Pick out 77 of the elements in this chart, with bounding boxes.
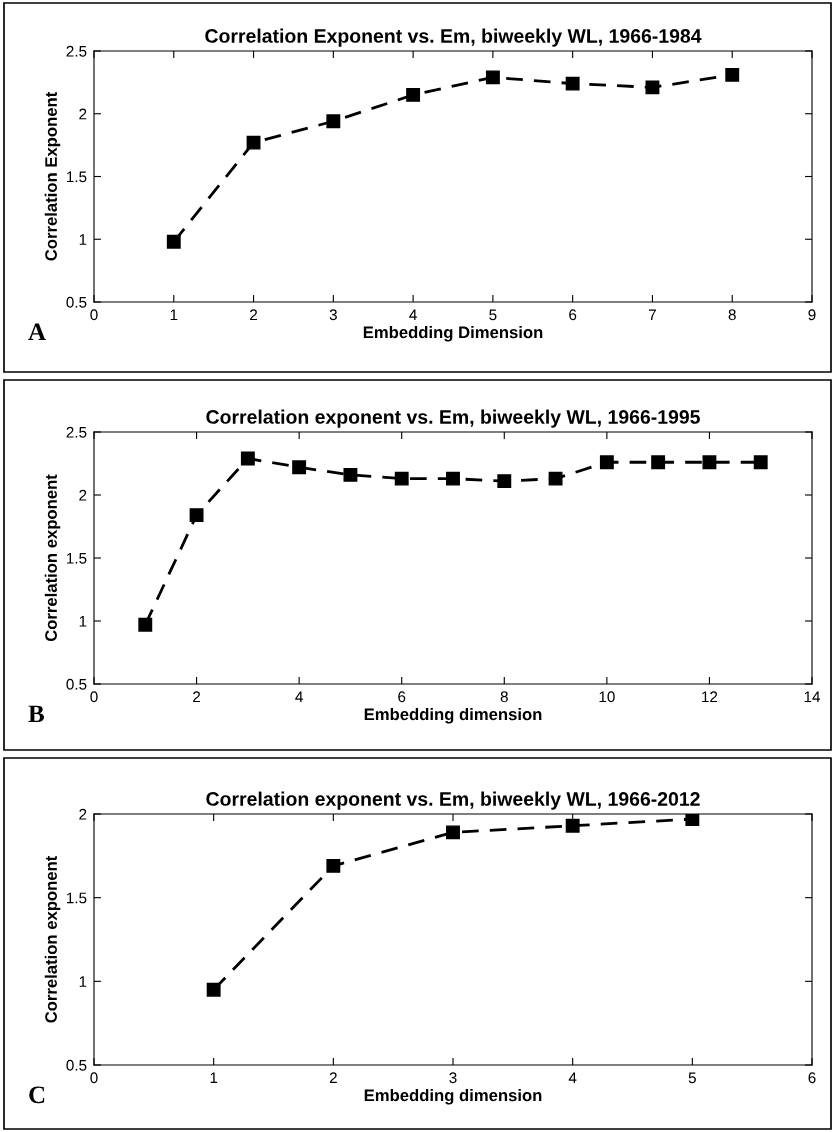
y-tick-label: 0.5 — [66, 1059, 87, 1071]
x-tick-label: 6 — [569, 309, 577, 321]
x-axis-title: Embedding Dimension — [363, 325, 543, 342]
x-tick-label: 6 — [398, 691, 406, 703]
point — [343, 467, 358, 482]
x-tick-label: 10 — [599, 691, 615, 703]
x-tick-label: 2 — [250, 309, 258, 321]
y-tick-label: 2 — [79, 108, 87, 120]
x-tick-label: 6 — [808, 1072, 816, 1084]
point — [548, 471, 563, 486]
y-tick-label: 1.5 — [66, 171, 87, 183]
point — [394, 471, 409, 486]
y-tick-label: 1 — [79, 234, 87, 245]
point — [138, 617, 153, 632]
x-tick-label: 4 — [568, 1072, 577, 1084]
point — [246, 135, 261, 150]
x-tick-label: 0 — [90, 1072, 98, 1084]
text: C — [29, 1086, 45, 1104]
x-tick-label: 8 — [500, 691, 508, 703]
x-tick-label: 9 — [808, 309, 816, 321]
point — [497, 474, 512, 489]
point — [292, 460, 307, 475]
point — [685, 814, 700, 826]
x-tick-label: 5 — [489, 309, 497, 321]
y-tick-label: 0.5 — [66, 296, 87, 308]
y-tick-label: 2.5 — [66, 45, 87, 57]
point — [702, 455, 717, 470]
y-tick-label: 1.5 — [66, 553, 87, 564]
y-tick-label: 2 — [79, 489, 87, 501]
y-tick-label: 2 — [79, 808, 87, 820]
point — [753, 455, 768, 470]
x-tick-label: 7 — [648, 309, 656, 321]
x-tick-label: 4 — [409, 309, 417, 321]
point — [446, 471, 460, 486]
y-tick-label: 0.5 — [66, 678, 87, 690]
point — [326, 114, 341, 129]
y-axis-title: Correlation Exponent — [44, 91, 61, 261]
chart-title: Correlation Exponent vs. Em, biweekly WL, 1966-1984 — [205, 28, 702, 47]
y-axis-title: Correlation exponent — [44, 855, 61, 1023]
x-tick-label: 8 — [728, 309, 736, 321]
point — [206, 982, 221, 997]
text: B — [28, 705, 44, 723]
chart-title: Correlation exponent vs. Em, biweekly WL, 1966-2012 — [206, 791, 700, 810]
y-axis-title: Correlation exponent — [44, 474, 61, 642]
x-tick-label: 14 — [804, 691, 821, 703]
point — [446, 825, 460, 840]
y-tick-label: 2.5 — [66, 426, 87, 438]
point — [725, 67, 740, 82]
point — [240, 451, 255, 466]
text: A — [28, 323, 46, 340]
chart-title: Correlation exponent vs. Em, biweekly WL, 1966-1995 — [206, 409, 700, 428]
y-tick-label: 1.5 — [66, 892, 87, 904]
x-axis-title: Embedding dimension — [364, 1088, 542, 1105]
point — [166, 234, 181, 249]
x-tick-label: 0 — [90, 309, 98, 321]
point — [565, 818, 580, 833]
x-axis-title: Embedding dimension — [364, 707, 542, 724]
point — [565, 76, 580, 91]
point — [189, 508, 204, 523]
point — [645, 80, 660, 95]
point — [326, 858, 341, 873]
x-tick-label: 0 — [90, 691, 98, 703]
x-tick-label: 12 — [702, 691, 718, 703]
x-tick-label: 5 — [688, 1072, 696, 1084]
x-tick-label: 2 — [329, 1072, 337, 1084]
x-tick-label: 2 — [193, 691, 201, 703]
x-tick-label: 3 — [329, 309, 337, 321]
point — [651, 455, 666, 470]
x-tick-label: 1 — [170, 309, 178, 321]
x-tick-label: 1 — [210, 1072, 218, 1084]
x-tick-label: 4 — [295, 691, 303, 703]
y-tick-label: 1 — [79, 616, 87, 627]
point — [406, 87, 421, 102]
x-tick-label: 3 — [449, 1072, 457, 1084]
y-tick-label: 1 — [79, 976, 87, 987]
point — [599, 455, 614, 470]
point — [485, 70, 500, 85]
